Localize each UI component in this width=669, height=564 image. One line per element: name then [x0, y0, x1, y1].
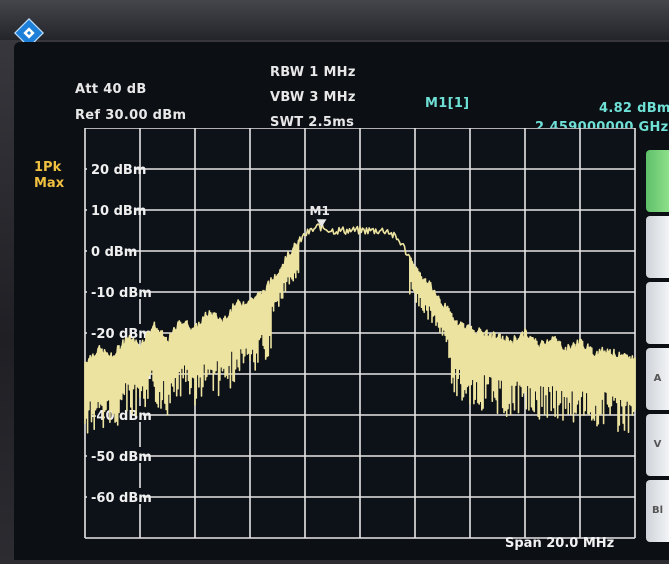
y-tick-label: -10 dBm: [91, 286, 152, 301]
trace-mode-label: 1Pk Max: [34, 160, 64, 192]
marker-label: M1: [310, 204, 330, 218]
softkey-5[interactable]: V: [646, 414, 669, 476]
trace-type-label: Max: [34, 176, 65, 191]
reference-level-readout: Ref 30.00 dBm: [75, 108, 187, 123]
y-label-background: [87, 242, 128, 258]
y-label-background: [87, 488, 143, 504]
y-tick-label: -60 dBm: [91, 491, 152, 506]
vbw-readout: VBW 3 MHz: [270, 90, 356, 105]
y-label-background: [87, 447, 143, 463]
sweep-time-readout: SWT 2.5ms: [270, 115, 355, 130]
y-label-background: [87, 283, 143, 299]
y-tick-label: -20 dBm: [91, 327, 152, 342]
softkey-6[interactable]: Bl: [646, 480, 669, 542]
y-tick-label: 10 dBm: [91, 204, 146, 219]
marker-level-readout: 4.82 dBm: [599, 101, 669, 116]
y-label-background: [87, 160, 136, 176]
spectrum-trace: [84, 222, 636, 434]
marker-name-readout: M1[1]: [425, 96, 470, 111]
marker-m1[interactable]: M1: [310, 204, 330, 228]
softkey-3[interactable]: [646, 282, 669, 344]
y-label-background: [87, 201, 136, 217]
y-tick-label: -40 dBm: [91, 409, 152, 424]
device-top-bar: [0, 0, 669, 40]
softkey-1[interactable]: [646, 150, 669, 212]
span-readout: Span 20.0 MHz: [505, 536, 615, 551]
softkey-2[interactable]: [646, 216, 669, 278]
rbw-readout: RBW 1 MHz: [270, 65, 356, 80]
softkey-4[interactable]: A: [646, 348, 669, 410]
rohde-schwarz-logo-icon: [14, 18, 44, 48]
trace-line: [84, 222, 636, 434]
softkey-panel: A V Bl: [646, 150, 669, 560]
y-tick-label: 20 dBm: [91, 163, 146, 178]
y-tick-label: 0 dBm: [91, 245, 137, 260]
attenuation-readout: Att 40 dB: [75, 82, 147, 97]
trace-detector-label: 1Pk: [34, 160, 62, 175]
marker-triangle-icon: [316, 219, 327, 228]
y-tick-label: -50 dBm: [91, 450, 152, 465]
